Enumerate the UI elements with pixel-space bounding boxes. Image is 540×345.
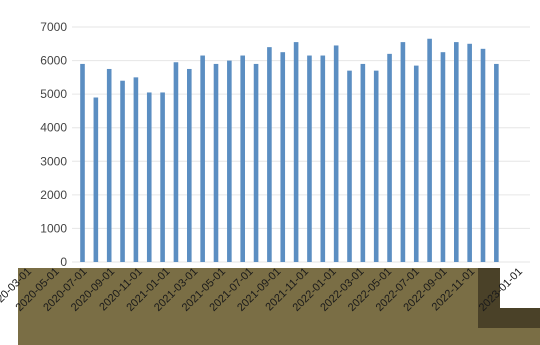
y-tick-label: 0 (60, 255, 67, 269)
bar-2022-02-01 (387, 53, 392, 262)
bar-2021-02-01 (227, 60, 232, 263)
y-tick-label: 1000 (40, 221, 67, 235)
y-tick-label: 6000 (40, 54, 67, 68)
bar-2021-05-01 (267, 47, 272, 263)
bar-2020-10-01 (173, 62, 179, 262)
bar-series (80, 38, 499, 263)
y-tick-label: 3000 (40, 154, 67, 168)
bar-2020-03-01 (80, 63, 85, 262)
bar-2022-08-01 (467, 43, 472, 263)
bar-2022-10-01 (494, 63, 499, 262)
y-tick-label: 5000 (40, 87, 67, 101)
bar-2022-03-01 (400, 42, 406, 262)
x-axis-band (18, 268, 540, 345)
bar-2020-08-01 (146, 92, 152, 262)
y-tick-label: 2000 (40, 188, 67, 202)
bar-2021-07-01 (293, 42, 299, 262)
y-tick-label: 4000 (40, 121, 67, 135)
bar-2022-07-01 (454, 42, 459, 262)
bar-2020-11-01 (187, 68, 192, 262)
bar-2021-06-01 (280, 52, 286, 262)
bar-2020-12-01 (200, 55, 205, 263)
bar-2020-05-01 (106, 68, 112, 262)
bar-2022-01-01 (373, 70, 379, 263)
y-axis-ticks: 0 1000 2000 3000 4000 5000 6000 7000 (40, 20, 67, 269)
bar-2020-09-01 (160, 92, 165, 262)
bar-2022-05-01 (427, 38, 432, 262)
bar-2021-04-01 (253, 63, 259, 262)
bar-2021-03-01 (240, 55, 245, 263)
bar-2021-12-01 (360, 63, 366, 262)
bar-2021-10-01 (333, 45, 339, 262)
bar-2021-09-01 (320, 55, 326, 263)
bar-2020-07-01 (133, 77, 139, 262)
bar-2020-04-01 (93, 97, 99, 262)
y-tick-label: 7000 (40, 20, 67, 34)
bar-2021-08-01 (307, 55, 312, 263)
x-axis-band-gap (500, 268, 540, 308)
bar-2021-11-01 (347, 70, 352, 263)
x-axis-band-fill (18, 268, 540, 345)
bar-2020-06-01 (120, 80, 125, 262)
bar-2022-04-01 (413, 65, 419, 262)
bar-2021-01-01 (213, 63, 219, 262)
bar-2022-06-01 (440, 52, 446, 262)
bar-2022-09-01 (480, 48, 486, 263)
